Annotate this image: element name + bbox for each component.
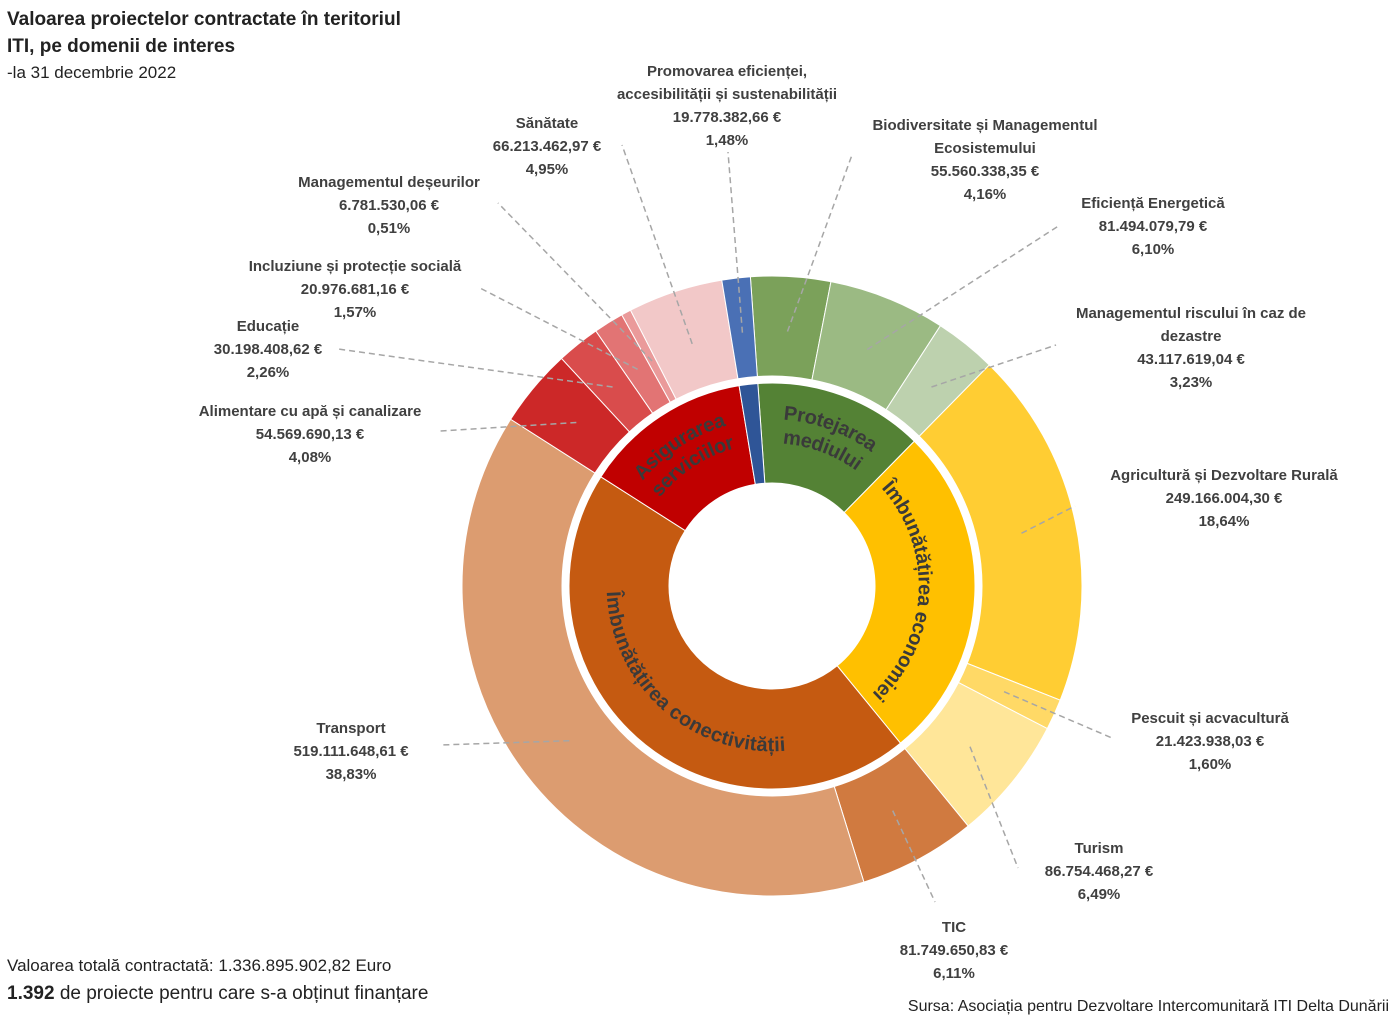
leader-promovarea-eficientei-accesibilitatii-si-sustenabilitatii — [727, 151, 744, 333]
leader-alimentare-cu-apa-si-canalizare — [439, 421, 577, 432]
label-transport: Transport 519.111.648,61 €38,83% — [293, 720, 409, 783]
label-sanatate: Sănătate 66.213.462,97 €4,95% — [493, 115, 602, 178]
label-promovarea-eficientei-accesibilitatii-si-sustenabilitatii: Promovarea eficienței, accesibilității și… — [617, 63, 837, 149]
label-incluziune-si-protectie-sociala: Incluziune și protecție socială 20.976.68… — [249, 258, 462, 321]
inner-slice-imbunatatirea-conectivitatii — [568, 476, 902, 790]
inner-slice-promovarea — [738, 382, 766, 485]
leader-transport — [439, 739, 570, 746]
chart-subtitle: -la 31 decembrie 2022 — [7, 63, 177, 82]
label-managementul-deseurilor: Managementul deșeurilor 6.781.530,06 €0,5… — [298, 174, 480, 237]
leader-lines — [337, 144, 1113, 903]
chart-title: Valoarea proiectelor contractate în teri… — [7, 9, 401, 57]
label-alimentare-cu-apa-si-canalizare: Alimentare cu apă și canalizare 54.569.69… — [199, 403, 422, 466]
inner-slice-imbunatatirea-economiei — [836, 440, 976, 744]
leader-biodiversitate-si-managementul-ecosistemului — [786, 154, 853, 332]
outer-slice-promovarea-eficientei-accesibilitatii-si-sustenabilitatii — [721, 276, 758, 380]
total-value: Valoarea totală contractată: 1.336.895.9… — [7, 956, 392, 975]
label-educatie: Educație 30.198.408,62 €2,26% — [214, 318, 323, 381]
projects-count-line: 1.392 de proiecte pentru care s-a obținu… — [7, 983, 428, 1005]
label-managementul-riscului-in-caz-de-dezastre: Managementul riscului în caz de dezastre 4… — [1076, 305, 1306, 391]
source-note: Sursa: Asociația pentru Dezvoltare Inter… — [907, 998, 1389, 1015]
leader-managementul-riscului-in-caz-de-dezastre — [931, 344, 1057, 388]
slice-labels: Biodiversitate și Managementul Ecosistemu… — [199, 63, 1339, 982]
label-eficienta-energetica: Eficiență Energetică 81.494.079,79 €6,10% — [1081, 195, 1225, 258]
outer-slice-transport — [461, 418, 865, 897]
label-agricultura-si-dezvoltare-rurala: Agricultură și Dezvoltare Rurală 249.166.… — [1110, 467, 1338, 530]
leader-agricultura-si-dezvoltare-rurala — [1021, 505, 1076, 534]
leader-eficienta-energetica — [866, 224, 1061, 351]
label-tic: TIC 81.749.650,83 €6,11% — [900, 919, 1009, 982]
leader-educatie — [337, 348, 613, 388]
leader-sanatate — [621, 144, 693, 345]
leader-managementul-deseurilor — [497, 202, 653, 362]
projects-text: de proiecte pentru care s-a obținut fina… — [54, 983, 429, 1004]
label-pescuit-si-acvacultura: Pescuit și acvacultură 21.423.938,03 €1,6… — [1131, 710, 1289, 773]
inner-ring — [568, 382, 976, 790]
projects-count: 1.392 — [7, 983, 55, 1004]
leader-tic — [892, 810, 936, 903]
label-biodiversitate-si-managementul-ecosistemului: Biodiversitate și Managementul Ecosistemu… — [872, 117, 1097, 203]
outer-ring — [461, 275, 1083, 897]
label-turism: Turism 86.754.468,27 €6,49% — [1045, 840, 1154, 903]
leader-turism — [969, 746, 1019, 869]
